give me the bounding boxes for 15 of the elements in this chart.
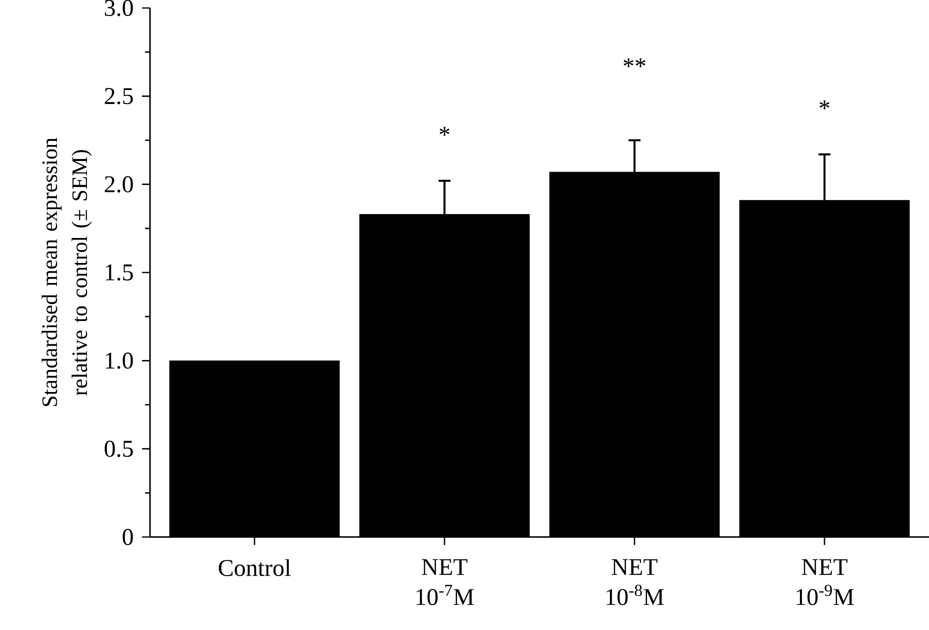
y-axis-title: Standardised mean expression relative to control (± SEM): [42, 138, 92, 406]
y-tick-label: 1.0: [106, 352, 133, 369]
y-tick-label: 1.5: [106, 264, 133, 281]
x-tick-label: NET 10$^{-7}$M: [416, 559, 474, 606]
x-tick-label: Control: [218, 559, 291, 576]
annotation: *: [820, 100, 830, 110]
y-tick-label: 2.0: [104, 176, 133, 192]
y-tick-label: 0.5: [104, 440, 133, 457]
y-tick-label: 2.5: [104, 88, 133, 104]
x-tick-label: NET 10$^{-9}$M: [796, 559, 854, 606]
x-tick-label: NET 10$^{-8}$M: [606, 559, 664, 606]
y-tick-label: 0: [122, 528, 133, 546]
y-tick-label: 3.0: [104, 0, 133, 16]
annotation: **: [624, 58, 646, 68]
annotation: *: [440, 126, 450, 136]
